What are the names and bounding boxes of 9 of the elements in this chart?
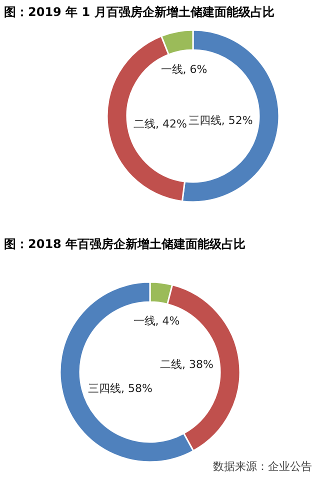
slice-label: 三四线, 58% <box>88 382 152 395</box>
slice-label: 一线, 4% <box>133 314 180 328</box>
slice-label: 一线, 6% <box>160 62 208 76</box>
slice-label: 二线, 38% <box>160 358 214 371</box>
source-note: 数据来源：企业公告 <box>213 460 312 473</box>
chart-title: 图：2019 年 1 月百强房企新增土储建面能级占比 <box>4 5 274 19</box>
chart-title: 图：2018 年百强房企新增土储建面能级占比 <box>4 237 246 251</box>
slice-label: 二线, 42% <box>133 118 187 131</box>
slice-label: 三四线, 52% <box>188 114 253 127</box>
